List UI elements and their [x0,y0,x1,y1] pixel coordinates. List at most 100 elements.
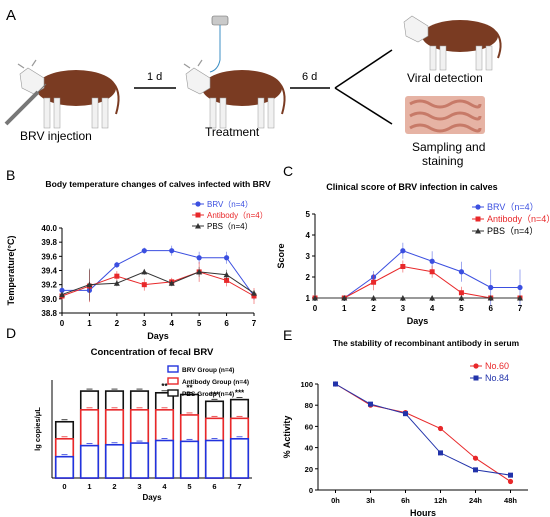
branch-arrow-up [334,49,393,89]
x-axis-label: Days [142,493,162,502]
x-tick-label: 2 [115,319,120,328]
data-point [403,411,408,417]
y-tick-label: 100 [300,380,313,389]
bar [129,442,150,479]
x-axis-label: Days [407,316,429,326]
legend-marker [195,212,201,218]
legend-label: Antibody（n=4） [487,214,550,224]
step3b-label-2: staining [422,154,463,168]
data-point [333,381,338,387]
intestine-tissue-icon [405,96,485,134]
data-point [114,273,120,279]
legend-label: PBS（n=4） [207,222,253,231]
step3b-label: Sampling and [412,140,485,154]
significance-label: *** [210,390,220,399]
x-tick-label: 5 [459,304,464,313]
y-tick-label: 80 [305,401,313,410]
x-tick-label: 4 [169,319,174,328]
series-line [315,250,520,299]
bar [229,437,250,479]
legend-label: BRV（n=4） [207,200,253,209]
significance-label: ** [186,383,193,392]
arrow1-label: 1 d [147,71,162,83]
significance-label: ** [161,382,168,391]
chart-title: Body temperature changes of calves infec… [45,179,271,189]
data-point [487,295,494,301]
x-tick-label: 5 [187,482,191,491]
data-point [399,295,406,301]
data-point [400,264,406,269]
y-tick-label: 39.8 [41,238,57,247]
data-point [169,248,175,254]
data-point [437,425,444,432]
legend-label: PBS Group (n=4) [182,391,234,398]
significance-label: *** [235,389,245,398]
x-tick-label: 1 [87,319,92,328]
y-axis-label: % Activity [282,416,292,459]
y-tick-label: 60 [305,422,313,431]
data-point [168,280,175,286]
y-tick-label: 5 [306,210,311,219]
y-axis-label: Temperature(°C) [6,236,16,306]
data-point [114,262,120,268]
x-tick-label: 24h [469,496,482,505]
data-point [341,295,348,301]
bar [204,439,225,479]
legend-label: PBS（n=4） [487,226,538,236]
x-tick-label: 1 [342,304,347,313]
arrow2-label: 6 d [302,71,317,83]
x-tick-label: 6 [488,304,493,313]
x-tick-label: 7 [252,319,257,328]
infusion-bag-icon [209,15,229,73]
panel-letter-e: E [283,327,292,343]
y-tick-label: 40.0 [41,224,57,233]
cow-icon [17,59,120,129]
legend-label: No.60 [485,361,509,371]
series-line [335,383,511,482]
data-point [472,455,479,461]
data-point [517,295,523,301]
x-tick-label: 3 [137,482,141,491]
panel-letter-a: A [6,7,16,24]
legend-marker [473,375,479,381]
x-tick-label: 2 [112,482,116,491]
legend-marker [473,363,479,369]
bar [79,444,100,479]
data-point [508,472,513,478]
y-axis-label: lg copies/μL [33,407,42,451]
x-tick-label: 0h [331,496,340,505]
data-point [458,290,464,296]
data-point [141,268,148,275]
y-tick-label: 38.8 [41,309,57,318]
chart-antibody-stability: The stability of recombinant antibody in… [282,338,528,517]
panel-letter-b: B [6,167,15,183]
data-point [251,290,257,296]
x-tick-label: 0 [60,319,65,328]
data-point [517,284,523,291]
legend-marker [475,216,481,222]
data-point [458,295,465,301]
data-point [400,248,406,254]
y-tick-label: 4 [306,231,311,240]
legend-swatch [167,377,179,385]
x-tick-label: 48h [504,496,517,505]
series-line [61,271,255,296]
chart-body-temperature: Body temperature changes of calves infec… [6,179,271,341]
panel-letter-c: C [283,163,293,179]
legend-swatch [167,365,179,373]
y-tick-label: 0 [309,486,313,495]
bar [104,443,125,479]
y-axis-label: Score [276,243,286,268]
data-point [438,450,443,456]
data-point [488,284,494,291]
x-tick-label: 0 [313,304,318,313]
x-tick-label: 4 [430,304,435,313]
cow-icon [403,15,502,71]
legend-marker [475,228,481,234]
chart-title: Clinical score of BRV infection in calve… [326,182,497,192]
y-tick-label: 2 [306,273,311,282]
series-line [335,383,511,476]
data-point [368,401,373,407]
